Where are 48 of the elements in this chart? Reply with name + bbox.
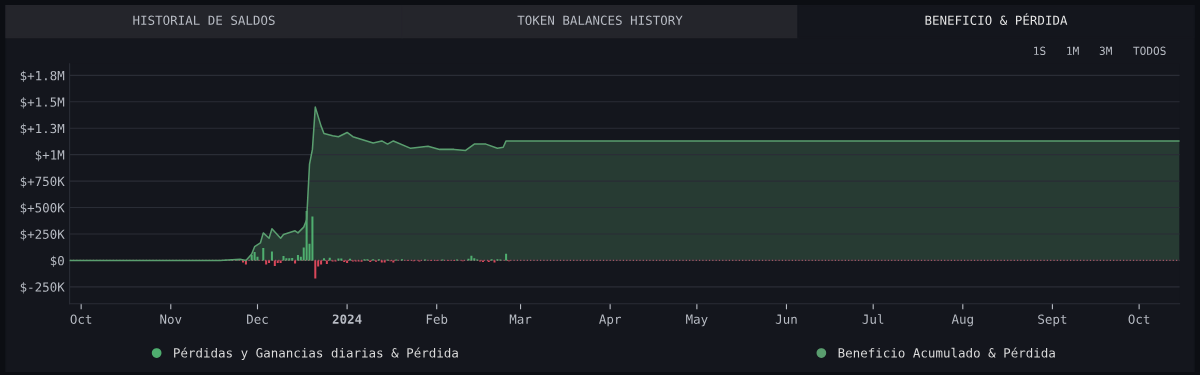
- y-tick-label: $0: [50, 255, 64, 268]
- bar: [311, 216, 314, 261]
- x-tick-label: May: [686, 314, 708, 327]
- x-tick-label: Jul: [862, 314, 884, 324]
- legend-label: Beneficio Acumulado & Pérdida: [838, 347, 1055, 358]
- bar: [270, 251, 273, 261]
- bar: [279, 260, 282, 264]
- text: TODOS: [1133, 46, 1166, 55]
- x-tick-label: Apr: [599, 314, 621, 327]
- y-tick-label: $+1.3M: [20, 123, 65, 135]
- legend-label: Pérdidas y Ganancias diarias & Pérdida: [174, 347, 458, 360]
- bar: [325, 260, 328, 265]
- bar: [276, 260, 279, 264]
- x-tick-label: 2024: [332, 314, 362, 324]
- y-tick-label: $+1.8M: [20, 70, 65, 82]
- bar: [253, 252, 256, 261]
- y-tick-label: $+250K: [20, 229, 65, 241]
- x-tick-label: Aug: [951, 314, 973, 327]
- bar: [314, 260, 317, 279]
- x-tick-label: Jun: [775, 314, 797, 324]
- bar: [256, 256, 259, 261]
- x-tick-label: Mar: [509, 314, 532, 324]
- y-tick-label: $+1M: [35, 149, 65, 162]
- bar: [265, 260, 268, 265]
- x-tick-label: Sept: [1038, 314, 1067, 327]
- x-tick-label: Oct: [70, 314, 92, 324]
- x-tick-label: Dec: [247, 314, 268, 324]
- text: BENEFICIO & PÉRDIDA: [925, 13, 1068, 26]
- x-tick-label: Oct: [1128, 314, 1150, 324]
- bar: [268, 260, 271, 264]
- text: 1M: [1067, 46, 1079, 55]
- y-tick-label: $+1.5M: [20, 97, 65, 109]
- text: HISTORIAL DE SALDOS: [133, 15, 275, 26]
- text: TOKEN BALANCES HISTORY: [517, 15, 683, 26]
- text: 3M: [1099, 46, 1112, 55]
- bar: [262, 248, 265, 261]
- bar: [273, 260, 276, 266]
- bar: [322, 258, 325, 261]
- y-tick-label: $-250K: [20, 282, 65, 294]
- bar: [285, 258, 288, 261]
- x-tick-label: Nov: [160, 314, 182, 324]
- bar: [282, 256, 285, 261]
- text: 1S: [1034, 46, 1046, 55]
- bar: [320, 260, 323, 265]
- x-tick-label: Feb: [426, 314, 448, 324]
- y-tick-label: $+500K: [20, 202, 65, 215]
- bar: [250, 255, 253, 261]
- y-tick-label: $+750K: [20, 176, 65, 188]
